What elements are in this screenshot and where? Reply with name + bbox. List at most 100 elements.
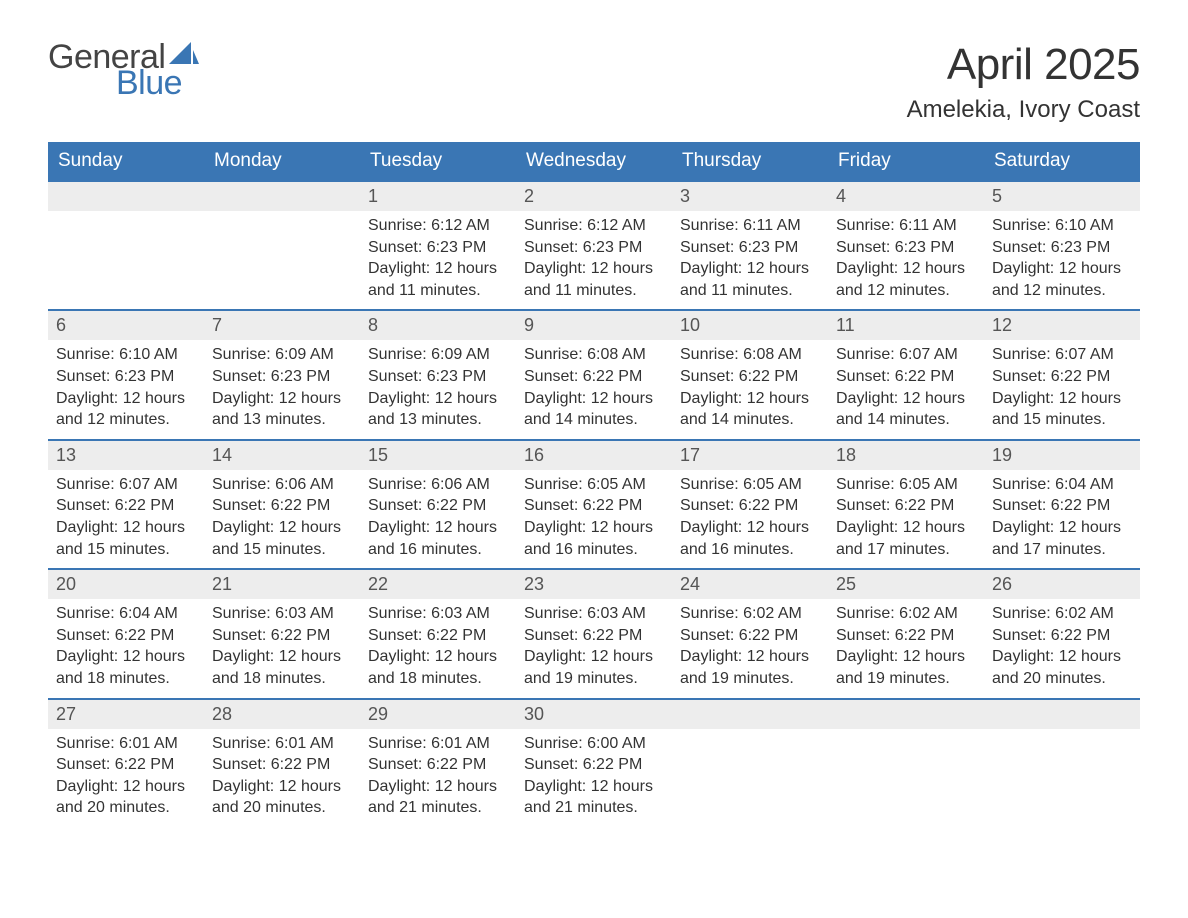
day-sunrise: Sunrise: 6:03 AM	[368, 603, 508, 625]
day-daylight2: and 16 minutes.	[368, 539, 508, 561]
day-daylight2: and 17 minutes.	[992, 539, 1132, 561]
day-number: 29	[360, 700, 516, 729]
day-number: 23	[516, 570, 672, 599]
day-daylight1: Daylight: 12 hours	[368, 646, 508, 668]
day-number: 30	[516, 700, 672, 729]
day-sunset: Sunset: 6:22 PM	[56, 625, 196, 647]
day-daylight2: and 14 minutes.	[524, 409, 664, 431]
day-sunrise: Sunrise: 6:04 AM	[992, 474, 1132, 496]
day-daylight2: and 15 minutes.	[212, 539, 352, 561]
day-number: 9	[516, 311, 672, 340]
day-daylight2: and 19 minutes.	[524, 668, 664, 690]
day-number: 17	[672, 441, 828, 470]
day-sunset: Sunset: 6:22 PM	[524, 495, 664, 517]
day-daylight1: Daylight: 12 hours	[56, 517, 196, 539]
day-sunset: Sunset: 6:23 PM	[836, 237, 976, 259]
day-sunset: Sunset: 6:23 PM	[680, 237, 820, 259]
day-sunset: Sunset: 6:22 PM	[680, 625, 820, 647]
day-daylight2: and 14 minutes.	[836, 409, 976, 431]
day-sunset: Sunset: 6:22 PM	[836, 495, 976, 517]
calendar-day-cell: 13Sunrise: 6:07 AMSunset: 6:22 PMDayligh…	[48, 440, 204, 569]
day-sunset: Sunset: 6:22 PM	[212, 495, 352, 517]
day-number: 1	[360, 182, 516, 211]
day-daylight2: and 18 minutes.	[368, 668, 508, 690]
day-body: Sunrise: 6:01 AMSunset: 6:22 PMDaylight:…	[204, 729, 360, 827]
day-body-empty	[204, 211, 360, 223]
day-daylight1: Daylight: 12 hours	[680, 388, 820, 410]
day-number-empty	[984, 700, 1140, 729]
day-sunrise: Sunrise: 6:11 AM	[836, 215, 976, 237]
calendar-day-cell: 18Sunrise: 6:05 AMSunset: 6:22 PMDayligh…	[828, 440, 984, 569]
day-number: 20	[48, 570, 204, 599]
day-number: 11	[828, 311, 984, 340]
calendar-day-cell	[828, 699, 984, 827]
day-daylight1: Daylight: 12 hours	[680, 258, 820, 280]
day-daylight1: Daylight: 12 hours	[212, 388, 352, 410]
calendar-day-cell	[48, 181, 204, 310]
day-body: Sunrise: 6:01 AMSunset: 6:22 PMDaylight:…	[48, 729, 204, 827]
day-daylight2: and 14 minutes.	[680, 409, 820, 431]
day-body-empty	[48, 211, 204, 223]
day-sunset: Sunset: 6:23 PM	[368, 366, 508, 388]
calendar-day-cell: 12Sunrise: 6:07 AMSunset: 6:22 PMDayligh…	[984, 310, 1140, 439]
day-daylight2: and 19 minutes.	[680, 668, 820, 690]
day-daylight2: and 20 minutes.	[992, 668, 1132, 690]
day-sunset: Sunset: 6:22 PM	[524, 625, 664, 647]
day-sunset: Sunset: 6:23 PM	[56, 366, 196, 388]
day-daylight1: Daylight: 12 hours	[368, 517, 508, 539]
day-sunset: Sunset: 6:22 PM	[56, 754, 196, 776]
calendar-day-cell: 24Sunrise: 6:02 AMSunset: 6:22 PMDayligh…	[672, 569, 828, 698]
day-number: 22	[360, 570, 516, 599]
day-daylight1: Daylight: 12 hours	[56, 776, 196, 798]
calendar-week-row: 1Sunrise: 6:12 AMSunset: 6:23 PMDaylight…	[48, 181, 1140, 310]
day-sunrise: Sunrise: 6:05 AM	[524, 474, 664, 496]
day-body: Sunrise: 6:12 AMSunset: 6:23 PMDaylight:…	[360, 211, 516, 309]
day-sunset: Sunset: 6:22 PM	[524, 754, 664, 776]
calendar-day-cell: 3Sunrise: 6:11 AMSunset: 6:23 PMDaylight…	[672, 181, 828, 310]
day-body: Sunrise: 6:01 AMSunset: 6:22 PMDaylight:…	[360, 729, 516, 827]
day-daylight1: Daylight: 12 hours	[992, 646, 1132, 668]
day-sunset: Sunset: 6:22 PM	[212, 625, 352, 647]
day-daylight2: and 13 minutes.	[368, 409, 508, 431]
day-body: Sunrise: 6:06 AMSunset: 6:22 PMDaylight:…	[204, 470, 360, 568]
day-number: 7	[204, 311, 360, 340]
weekday-header: Wednesday	[516, 142, 672, 181]
day-sunrise: Sunrise: 6:07 AM	[992, 344, 1132, 366]
calendar-day-cell: 28Sunrise: 6:01 AMSunset: 6:22 PMDayligh…	[204, 699, 360, 827]
day-daylight1: Daylight: 12 hours	[56, 388, 196, 410]
logo: General Blue	[48, 40, 199, 100]
day-daylight1: Daylight: 12 hours	[524, 388, 664, 410]
page-header: General Blue April 2025 Amelekia, Ivory …	[48, 40, 1140, 124]
day-sunset: Sunset: 6:23 PM	[992, 237, 1132, 259]
day-daylight1: Daylight: 12 hours	[212, 646, 352, 668]
day-body: Sunrise: 6:11 AMSunset: 6:23 PMDaylight:…	[828, 211, 984, 309]
day-sunrise: Sunrise: 6:02 AM	[992, 603, 1132, 625]
day-daylight1: Daylight: 12 hours	[368, 388, 508, 410]
day-daylight1: Daylight: 12 hours	[992, 388, 1132, 410]
day-number: 10	[672, 311, 828, 340]
calendar-week-row: 20Sunrise: 6:04 AMSunset: 6:22 PMDayligh…	[48, 569, 1140, 698]
day-sunset: Sunset: 6:22 PM	[368, 625, 508, 647]
day-body: Sunrise: 6:04 AMSunset: 6:22 PMDaylight:…	[984, 470, 1140, 568]
day-body: Sunrise: 6:05 AMSunset: 6:22 PMDaylight:…	[672, 470, 828, 568]
day-sunset: Sunset: 6:23 PM	[212, 366, 352, 388]
calendar-day-cell: 20Sunrise: 6:04 AMSunset: 6:22 PMDayligh…	[48, 569, 204, 698]
day-body: Sunrise: 6:07 AMSunset: 6:22 PMDaylight:…	[48, 470, 204, 568]
day-body: Sunrise: 6:00 AMSunset: 6:22 PMDaylight:…	[516, 729, 672, 827]
calendar-day-cell: 5Sunrise: 6:10 AMSunset: 6:23 PMDaylight…	[984, 181, 1140, 310]
day-sunrise: Sunrise: 6:09 AM	[368, 344, 508, 366]
day-daylight2: and 20 minutes.	[212, 797, 352, 819]
calendar-week-row: 6Sunrise: 6:10 AMSunset: 6:23 PMDaylight…	[48, 310, 1140, 439]
calendar-day-cell: 17Sunrise: 6:05 AMSunset: 6:22 PMDayligh…	[672, 440, 828, 569]
day-daylight1: Daylight: 12 hours	[212, 776, 352, 798]
day-number: 27	[48, 700, 204, 729]
calendar-day-cell: 7Sunrise: 6:09 AMSunset: 6:23 PMDaylight…	[204, 310, 360, 439]
weekday-header: Saturday	[984, 142, 1140, 181]
day-number: 26	[984, 570, 1140, 599]
day-number: 18	[828, 441, 984, 470]
day-daylight1: Daylight: 12 hours	[836, 258, 976, 280]
day-sunset: Sunset: 6:22 PM	[836, 625, 976, 647]
day-body: Sunrise: 6:05 AMSunset: 6:22 PMDaylight:…	[828, 470, 984, 568]
day-sunrise: Sunrise: 6:06 AM	[368, 474, 508, 496]
day-number-empty	[828, 700, 984, 729]
